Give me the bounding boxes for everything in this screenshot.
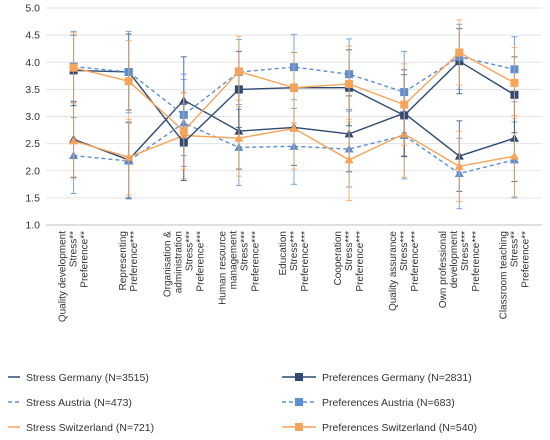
- series-line: [73, 122, 515, 175]
- legend-label: Preferences Germany (N=2831): [322, 372, 472, 384]
- x-category-label: Organisation & administration Stress*** Pre…: [162, 231, 206, 297]
- x-category-label-line: Organisation &: [162, 231, 173, 297]
- legend-label: Stress Austria (N=473): [26, 397, 132, 409]
- y-tick-label: 5.0: [25, 3, 40, 15]
- series-line: [73, 56, 515, 116]
- legend-label: Stress Switzerland (N=721): [26, 422, 154, 434]
- x-category-label: Human resource management Stress*** Prefere…: [217, 231, 261, 305]
- x-category-label-line: Preference**: [520, 231, 531, 288]
- x-category-label-line: Human resource: [217, 231, 228, 305]
- x-category-label-line: Quality development: [58, 231, 69, 322]
- x-category-label-line: Preference***: [195, 231, 206, 292]
- x-category-label: Representing Preference***: [118, 231, 140, 292]
- x-category-label-line: Preference***: [471, 231, 482, 292]
- legend-item: Stress Germany (N=3515): [8, 372, 149, 384]
- data-point: [400, 100, 409, 109]
- x-category-label-line: Cooperation: [333, 231, 344, 285]
- x-category-label-line: Stress***: [289, 231, 300, 271]
- x-category-label-line: management: [228, 231, 239, 290]
- x-category-label-line: Own professional: [438, 231, 449, 308]
- y-tick-label: 2.0: [25, 165, 40, 177]
- x-category-label-line: Education: [278, 231, 289, 275]
- x-category-label-line: Representing: [118, 231, 129, 290]
- x-category-label-line: Stress***: [460, 231, 471, 271]
- data-point: [124, 152, 134, 161]
- y-tick-label: 2.5: [25, 138, 40, 150]
- y-tick-label: 4.5: [25, 30, 40, 42]
- x-category-label: Cooperation Stress*** Preference***: [333, 231, 366, 292]
- data-point: [234, 67, 243, 76]
- legend-label: Preferences Switzerland (N=540): [322, 422, 477, 434]
- x-category-label-line: Stress***: [344, 231, 355, 271]
- data-point: [510, 78, 519, 87]
- x-category-label: Classroom teaching Stress** Preference**: [498, 231, 531, 319]
- legend-item: Stress Austria (N=473): [8, 397, 132, 409]
- data-point: [290, 83, 298, 92]
- x-category-label-line: Stress**: [69, 231, 80, 267]
- x-category-label-line: Stress***: [399, 231, 410, 271]
- legend-item: Preferences Switzerland (N=540): [282, 422, 477, 434]
- x-category-label-line: Stress**: [509, 231, 520, 267]
- x-category-label-line: administration: [173, 231, 184, 293]
- y-tick-label: 3.5: [25, 84, 40, 96]
- x-category-label-line: Preference***: [300, 231, 311, 292]
- data-point: [69, 136, 79, 145]
- x-category-label-line: Preference***: [355, 231, 366, 292]
- y-tick-label: 1.5: [25, 192, 40, 204]
- legend-item: Preferences Germany (N=2831): [282, 372, 472, 384]
- x-category-label-line: Classroom teaching: [498, 231, 509, 319]
- y-tick-label: 3.0: [25, 111, 40, 123]
- x-category-label: Education Stress*** Preference***: [278, 231, 311, 292]
- data-point: [345, 79, 354, 88]
- legend-swatch-marker: [295, 398, 303, 406]
- x-category-label: Quality assurance Stress*** Preference***: [388, 231, 421, 311]
- legend-item: Preferences Austria (N=683): [282, 397, 455, 409]
- data-point: [289, 123, 299, 132]
- data-point: [124, 77, 133, 86]
- series: [69, 19, 519, 170]
- legend-swatch-marker: [295, 423, 303, 431]
- legend-item: Stress Switzerland (N=721): [8, 422, 154, 434]
- data-point: [344, 155, 354, 164]
- y-tick-label: 1.0: [25, 220, 40, 232]
- x-category-label: Own professional development Stress*** Pref…: [438, 231, 482, 308]
- legend-label: Preferences Austria (N=683): [322, 397, 455, 409]
- x-category-label: Quality development Stress** Preference**: [58, 231, 91, 322]
- data-point: [455, 48, 464, 57]
- legend-label: Stress Germany (N=3515): [26, 372, 149, 384]
- x-category-label-line: Preference**: [80, 231, 91, 288]
- x-category-label-line: Preference***: [250, 231, 261, 292]
- y-tick-label: 4.0: [25, 57, 40, 69]
- x-category-label-line: Quality assurance: [388, 231, 399, 311]
- x-category-label-line: Stress***: [184, 231, 195, 271]
- x-category-label-line: Preference***: [129, 231, 140, 292]
- x-category-label-line: development: [449, 231, 460, 288]
- data-point: [69, 63, 78, 72]
- data-point: [234, 133, 244, 142]
- legend-swatch-marker: [295, 373, 303, 381]
- x-category-label-line: Stress***: [239, 231, 250, 271]
- data-point: [454, 161, 464, 170]
- data-point: [509, 151, 519, 160]
- data-point: [179, 127, 188, 136]
- x-category-label-line: Preference***: [410, 231, 421, 292]
